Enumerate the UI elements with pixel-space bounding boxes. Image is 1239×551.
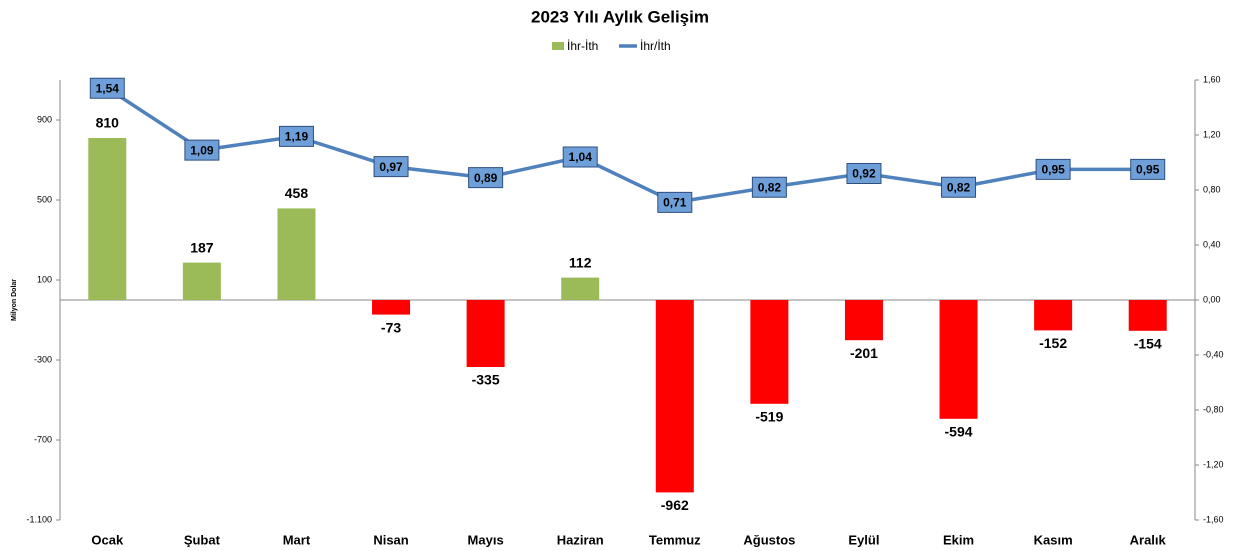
y-tick-label: -700 xyxy=(34,434,52,444)
chart-title: 2023 Yılı Aylık Gelişim xyxy=(531,7,709,26)
y2-tick-label: 1,20 xyxy=(1203,129,1221,139)
line-label-box xyxy=(562,146,598,168)
bar xyxy=(1128,300,1167,331)
line-label: 1,09 xyxy=(190,143,214,157)
y2-tick-label: -1,60 xyxy=(1203,514,1224,524)
bar-label: 112 xyxy=(569,254,592,270)
y2-tick-label: 0,40 xyxy=(1203,239,1221,249)
y-tick-label: 500 xyxy=(37,194,52,204)
legend-label: İhr-İth xyxy=(567,39,598,53)
x-tick-label: Ocak xyxy=(91,532,124,547)
bar-label: -73 xyxy=(381,319,401,335)
bar-label: -519 xyxy=(755,409,783,425)
y2-tick-label: 1,60 xyxy=(1203,74,1221,84)
line-label: 0,89 xyxy=(474,171,498,185)
line-label-box xyxy=(1035,158,1071,180)
line-label: 0,95 xyxy=(1041,163,1065,177)
x-tick-label: Eylül xyxy=(848,532,879,547)
line-label-box xyxy=(373,156,409,178)
y2-tick-label: -0,40 xyxy=(1203,349,1224,359)
x-tick-label: Temmuz xyxy=(649,532,701,547)
bar xyxy=(277,208,316,300)
y2-tick-label: 0,00 xyxy=(1203,294,1221,304)
bar xyxy=(561,277,600,300)
y2-tick-label: 0,80 xyxy=(1203,184,1221,194)
line-label-box xyxy=(468,167,504,189)
x-tick-label: Mart xyxy=(283,532,311,547)
y-tick-label: 100 xyxy=(37,274,52,284)
bar-label: -335 xyxy=(472,372,500,388)
y-axis-label: Milyon Dolar xyxy=(11,279,18,321)
bar xyxy=(466,300,505,367)
line-label-box xyxy=(1130,158,1166,180)
bar xyxy=(939,300,978,419)
bar xyxy=(182,262,221,300)
x-tick-label: Mayıs xyxy=(468,532,504,547)
line-label: 1,54 xyxy=(96,81,120,95)
bar xyxy=(372,300,411,315)
legend-swatch xyxy=(552,42,564,50)
bar-label: 458 xyxy=(285,185,309,201)
bar-label: -201 xyxy=(850,345,878,361)
line-label: 0,97 xyxy=(379,160,403,174)
bar xyxy=(844,300,883,341)
bar-label: -962 xyxy=(661,497,689,513)
bar-label: -594 xyxy=(945,424,973,440)
x-tick-label: Aralık xyxy=(1130,532,1167,547)
x-tick-label: Şubat xyxy=(184,532,221,547)
line-label-box xyxy=(751,176,787,198)
bar-label: -152 xyxy=(1039,335,1067,351)
line-label: 0,95 xyxy=(1136,163,1160,177)
y-tick-label: -300 xyxy=(34,354,52,364)
x-tick-label: Ağustos xyxy=(743,532,795,547)
line-label-box xyxy=(184,139,220,161)
line-label-box xyxy=(278,125,314,147)
line-label: 0,82 xyxy=(947,180,971,194)
line xyxy=(106,86,1148,205)
x-tick-label: Nisan xyxy=(373,532,408,547)
y-tick-label: 900 xyxy=(37,114,52,124)
line-label: 1,19 xyxy=(285,130,309,144)
y-tick-label: -1.100 xyxy=(26,514,52,524)
bar xyxy=(1034,300,1073,331)
y2-tick-label: -0,80 xyxy=(1203,404,1224,414)
bar-label: -154 xyxy=(1134,336,1162,352)
bar xyxy=(750,300,789,404)
bar-label: 810 xyxy=(96,115,120,131)
line-label: 0,71 xyxy=(663,196,687,210)
legend-label: İhr/İth xyxy=(640,39,671,53)
bar xyxy=(655,300,694,493)
x-tick-label: Kasım xyxy=(1034,532,1073,547)
line-label: 0,82 xyxy=(758,180,782,194)
line-label-box xyxy=(657,191,693,213)
line-label: 1,04 xyxy=(569,150,593,164)
line-label-box xyxy=(89,77,125,99)
x-tick-label: Haziran xyxy=(557,532,604,547)
line-label-box xyxy=(941,176,977,198)
bar xyxy=(88,138,127,300)
line-label: 0,92 xyxy=(852,167,876,181)
x-tick-label: Ekim xyxy=(943,532,974,547)
line-label-box xyxy=(846,163,882,184)
bar-label: 187 xyxy=(190,239,214,255)
y2-tick-label: -1,20 xyxy=(1203,459,1224,469)
